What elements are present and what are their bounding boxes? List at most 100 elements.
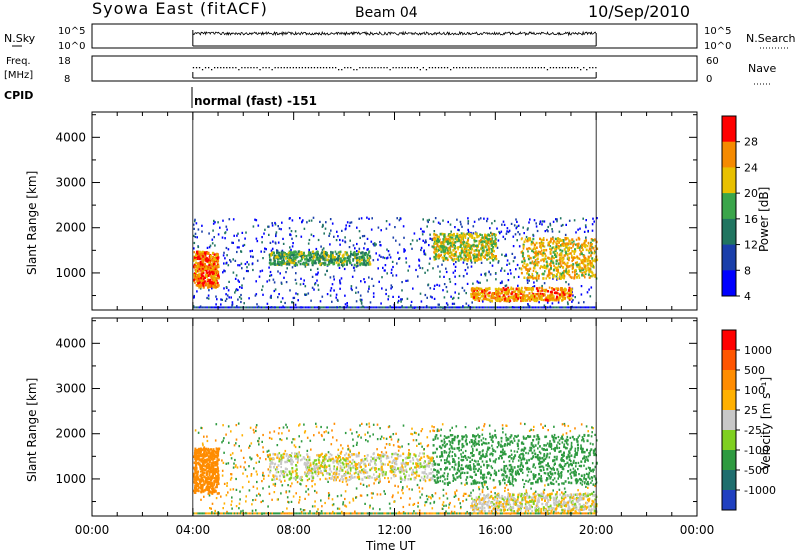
echo-cell xyxy=(198,306,201,309)
echo-cell xyxy=(395,274,398,277)
echo-cell xyxy=(403,248,405,251)
echo-cell xyxy=(318,259,321,263)
echo-cell xyxy=(510,453,513,456)
echo-cell xyxy=(516,263,519,267)
echo-cell xyxy=(439,434,442,437)
echo-cell xyxy=(501,267,503,270)
echo-cell xyxy=(537,289,539,293)
echo-cell xyxy=(528,279,530,282)
echo-cell xyxy=(258,275,261,278)
nsky-label: N.Sky xyxy=(4,32,36,45)
echo-cell xyxy=(331,252,334,255)
echo-cell xyxy=(529,238,532,242)
freq-dot xyxy=(498,67,500,69)
freq-dot xyxy=(549,67,552,69)
echo-cell xyxy=(326,293,329,296)
echo-cell xyxy=(339,279,341,282)
echo-cell xyxy=(540,298,543,301)
echo-cell xyxy=(258,460,260,463)
echo-cell xyxy=(292,296,295,300)
echo-cell xyxy=(564,263,566,266)
echo-cell xyxy=(312,250,315,253)
freq-dot xyxy=(516,67,518,69)
echo-cell xyxy=(509,473,512,476)
echo-cell xyxy=(439,241,442,244)
echo-cell xyxy=(418,490,421,493)
echo-cell xyxy=(574,469,576,472)
echo-cell xyxy=(481,242,484,246)
echo-cell xyxy=(556,239,559,242)
echo-cell xyxy=(334,250,337,253)
echo-cell xyxy=(209,281,212,285)
echo-cell xyxy=(477,281,480,284)
freq-tick-top: 18 xyxy=(58,56,71,67)
echo-cell xyxy=(449,233,452,237)
echo-cell xyxy=(371,306,373,309)
echo-cell xyxy=(319,220,321,223)
echo-cell xyxy=(204,259,207,262)
echo-cell xyxy=(208,246,211,249)
echo-cell xyxy=(219,226,221,229)
echo-cell xyxy=(515,218,517,221)
echo-cell xyxy=(576,246,579,249)
echo-cell xyxy=(238,264,241,267)
echo-cell xyxy=(465,306,467,309)
echo-cell xyxy=(479,297,482,300)
echo-cell xyxy=(552,296,555,300)
echo-cell xyxy=(348,258,351,262)
echo-cell xyxy=(323,263,326,266)
echo-cell xyxy=(268,492,271,495)
echo-cell xyxy=(424,253,427,256)
echo-cell xyxy=(273,256,276,260)
echo-cell xyxy=(330,250,332,254)
echo-cell xyxy=(518,306,520,309)
echo-cell xyxy=(548,271,551,274)
echo-cell xyxy=(356,226,358,229)
echo-cell xyxy=(213,453,216,456)
echo-cell xyxy=(386,272,388,275)
echo-cell xyxy=(469,247,472,250)
echo-cell xyxy=(193,220,196,223)
echo-cell xyxy=(564,233,567,236)
velocity-data-region xyxy=(192,318,598,516)
echo-cell xyxy=(239,306,242,309)
echo-cell xyxy=(489,432,491,435)
echo-cell xyxy=(378,306,381,309)
echo-cell xyxy=(589,295,592,298)
echo-cell xyxy=(588,471,591,474)
echo-cell xyxy=(525,508,527,511)
echo-cell xyxy=(368,217,370,220)
echo-cell xyxy=(246,261,248,264)
echo-cell xyxy=(348,224,351,228)
echo-cell xyxy=(436,283,438,286)
echo-cell xyxy=(355,431,358,434)
echo-cell xyxy=(456,239,459,243)
echo-cell xyxy=(530,298,533,301)
freq-dot xyxy=(198,67,201,69)
echo-cell xyxy=(327,431,330,434)
echo-cell xyxy=(289,306,292,309)
echo-cell xyxy=(298,253,301,256)
echo-cell xyxy=(217,470,220,473)
freq-dot xyxy=(271,69,273,71)
echo-cell xyxy=(290,230,293,233)
echo-cell xyxy=(256,480,258,484)
echo-cell xyxy=(552,489,554,492)
echo-cell xyxy=(232,306,234,309)
echo-cell xyxy=(336,257,338,261)
echo-cell xyxy=(494,506,497,509)
echo-cell xyxy=(517,288,520,292)
echo-cell xyxy=(579,227,581,230)
echo-cell xyxy=(295,292,297,295)
echo-cell xyxy=(217,270,220,274)
echo-cell xyxy=(217,221,219,224)
echo-cell xyxy=(284,301,286,305)
echo-cell xyxy=(472,257,475,260)
echo-cell xyxy=(443,475,445,478)
echo-cell xyxy=(445,458,448,462)
echo-cell xyxy=(504,284,507,288)
echo-cell xyxy=(460,482,463,485)
echo-cell xyxy=(565,251,568,255)
echo-cell xyxy=(486,442,488,445)
echo-cell xyxy=(520,453,522,456)
